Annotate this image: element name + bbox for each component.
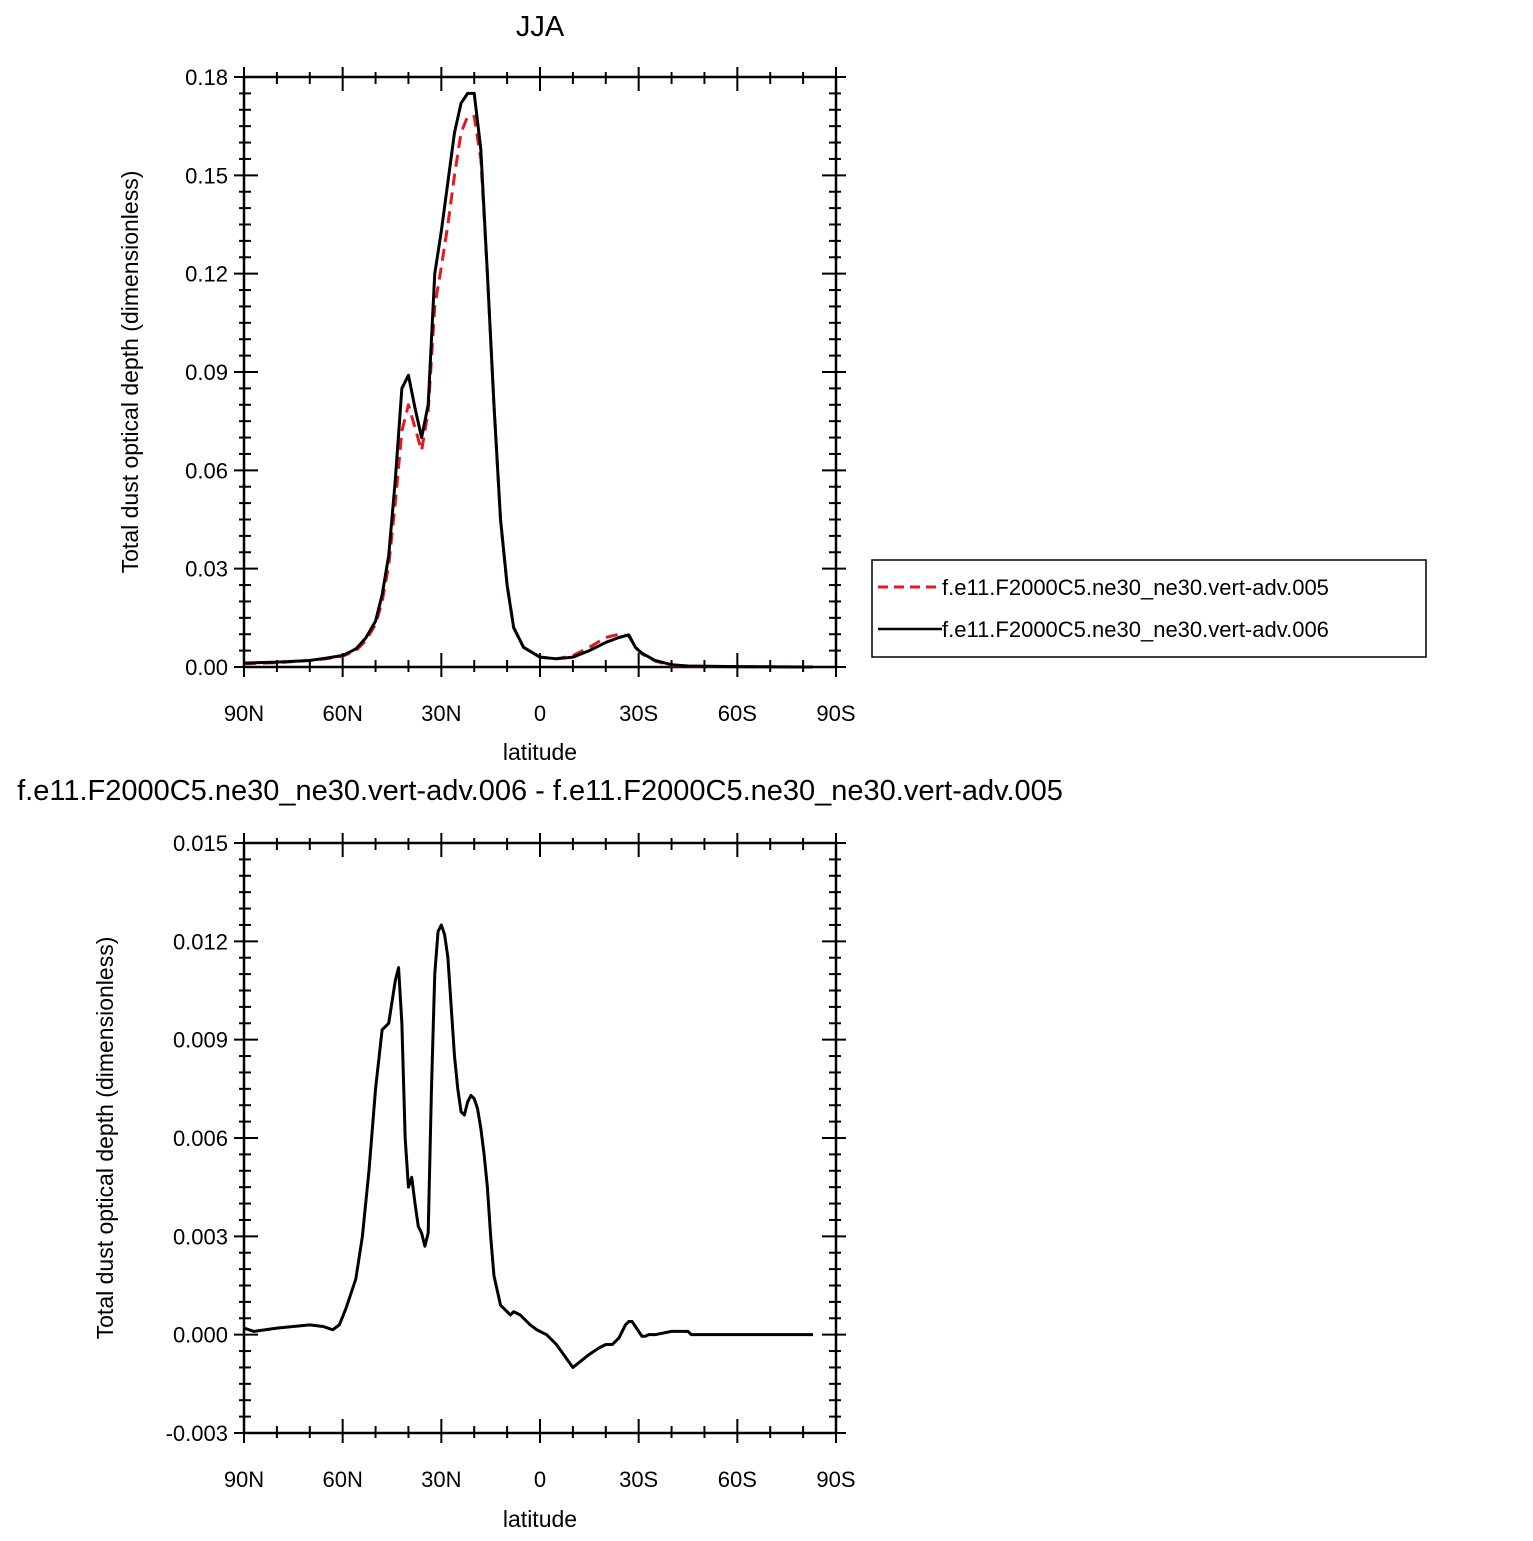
top-chart-title: JJA bbox=[516, 11, 565, 43]
legend-label-series-2: f.e11.F2000C5.ne30_ne30.vert-adv.006 bbox=[942, 617, 1329, 642]
bottom-x-tick-label: 60S bbox=[718, 1467, 757, 1492]
top-x-tick-label: 30S bbox=[619, 701, 658, 726]
bottom-chart-series bbox=[243, 923, 813, 1369]
top-x-tick-label: 90N bbox=[224, 701, 264, 726]
bottom-x-tick-label: 90S bbox=[816, 1467, 855, 1492]
bottom-y-tick-label: -0.003 bbox=[166, 1421, 228, 1446]
bottom-y-tick-label: 0.006 bbox=[173, 1126, 228, 1151]
top-x-tick-label: 30N bbox=[421, 701, 461, 726]
top-x-tick-label: 60S bbox=[718, 701, 757, 726]
top-chart-x-axis-label: latitude bbox=[503, 739, 577, 765]
bottom-x-tick-label: 30N bbox=[421, 1467, 461, 1492]
bottom-x-tick-label: 0 bbox=[534, 1467, 546, 1492]
bottom-chart-title: f.e11.F2000C5.ne30_ne30.vert-adv.006 - f… bbox=[17, 775, 1063, 807]
bottom-x-tick-label: 90N bbox=[224, 1467, 264, 1492]
top-chart: JJA 0.00 0.03 0.06 0.09 0.12 0.15 0.18 90N 60N 30… bbox=[117, 11, 1427, 765]
top-y-tick-label: 0.12 bbox=[185, 262, 228, 287]
bottom-y-tick-label: 0.000 bbox=[173, 1323, 228, 1348]
top-chart-y-axis-label: Total dust optical depth (dimensionless) bbox=[117, 171, 143, 574]
bottom-y-tick-label: 0.009 bbox=[173, 1028, 228, 1053]
bottom-y-tick-label: 0.003 bbox=[173, 1224, 228, 1249]
top-y-tick-label: 0.03 bbox=[185, 557, 228, 582]
top-series-line-1 bbox=[243, 114, 813, 669]
top-y-tick-label: 0.18 bbox=[185, 65, 228, 90]
bottom-y-tick-label: 0.015 bbox=[173, 831, 228, 856]
top-y-tick-label: 0.15 bbox=[185, 163, 228, 188]
top-chart-series bbox=[243, 91, 813, 669]
legend-label-series-1: f.e11.F2000C5.ne30_ne30.vert-adv.005 bbox=[942, 575, 1329, 600]
bottom-chart: f.e11.F2000C5.ne30_ne30.vert-adv.006 - f… bbox=[17, 775, 1063, 1532]
top-x-tick-label: 60N bbox=[322, 701, 362, 726]
legend-frame bbox=[871, 559, 1427, 658]
top-x-tick-label: 0 bbox=[534, 701, 546, 726]
top-chart-ticks: 0.00 0.03 0.06 0.09 0.12 0.15 0.18 90N 60N 30N 0 30… bbox=[185, 65, 855, 726]
bottom-x-tick-label: 30S bbox=[619, 1467, 658, 1492]
bottom-chart-plot-frame bbox=[242, 841, 838, 1435]
bottom-chart-ticks: -0.003 0.000 0.003 0.006 0.009 0.012 0.015 90N 6… bbox=[166, 831, 856, 1492]
top-x-tick-label: 90S bbox=[816, 701, 855, 726]
bottom-x-tick-label: 60N bbox=[322, 1467, 362, 1492]
bottom-chart-x-axis-label: latitude bbox=[503, 1506, 577, 1532]
top-y-tick-label: 0.06 bbox=[185, 458, 228, 483]
top-y-tick-label: 0.00 bbox=[185, 655, 228, 680]
top-series-line-2 bbox=[243, 91, 813, 669]
bottom-series-line-1 bbox=[243, 923, 813, 1369]
bottom-y-tick-label: 0.012 bbox=[173, 929, 228, 954]
top-chart-legend: f.e11.F2000C5.ne30_ne30.vert-adv.005 f.e… bbox=[871, 559, 1427, 658]
top-y-tick-label: 0.09 bbox=[185, 360, 228, 385]
bottom-chart-y-axis-label: Total dust optical depth (dimensionless) bbox=[92, 937, 118, 1340]
top-chart-plot-frame bbox=[242, 75, 838, 669]
